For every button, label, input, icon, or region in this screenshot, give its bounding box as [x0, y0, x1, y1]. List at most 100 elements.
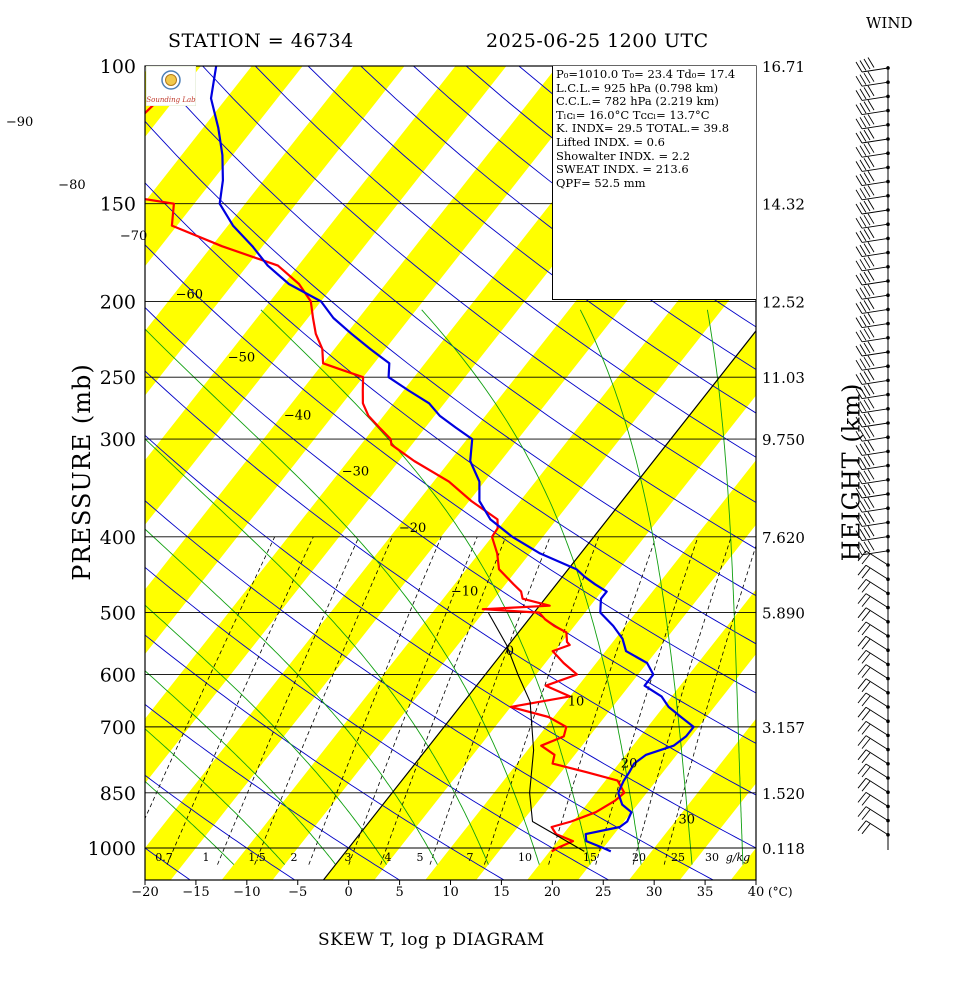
- mixing-ratio-line: [254, 536, 393, 865]
- moist-adiabat: [145, 438, 489, 865]
- pressure-tick-label: 500: [100, 603, 136, 625]
- wind-barb: [855, 355, 889, 371]
- wind-barb: [855, 525, 889, 542]
- mixing-ratio-label: 1.5: [248, 851, 266, 864]
- x-tick-label: 35: [697, 885, 714, 900]
- wind-barb: [857, 706, 889, 722]
- x-tick-label: 30: [646, 885, 663, 900]
- pressure-tick-label: 700: [100, 717, 136, 739]
- moist-adiabat: [145, 528, 438, 865]
- surface-values: P₀=1010.0 T₀= 23.4 Td₀= 17.4: [556, 67, 736, 81]
- lab-logo: Sounding Lab: [146, 66, 196, 106]
- dry-adiabat: [149, 66, 756, 550]
- pressure-tick-label: 200: [100, 291, 136, 313]
- isotherm-label: −70: [120, 229, 147, 244]
- wind-column-label: WIND: [866, 14, 913, 32]
- wind-barb: [855, 426, 889, 442]
- x-tick-label: 10: [442, 885, 459, 900]
- x-tick-label: 5: [395, 885, 403, 900]
- wind-barb: [855, 341, 889, 357]
- wind-barb: [855, 241, 889, 258]
- height-tick-label: 7.620: [762, 529, 805, 547]
- zero-isotherm: [322, 329, 756, 880]
- wind-barb: [855, 85, 889, 101]
- mixing-ratio-line: [632, 536, 732, 865]
- pressure-tick-label: 150: [100, 194, 136, 216]
- tlcl-tccl-value: Tₗᴄₗ= 16.0°C Tᴄᴄₗ= 13.7°C: [556, 107, 710, 122]
- isotherm-label: −80: [58, 178, 85, 193]
- wind-barb: [857, 550, 889, 566]
- wind-barb: [855, 57, 889, 73]
- wind-barb: [857, 564, 889, 580]
- dry-adiabat: [145, 703, 401, 880]
- wind-barb: [855, 256, 889, 272]
- mixing-ratio-line: [429, 536, 551, 865]
- mixing-ratio-line: [308, 536, 442, 865]
- wind-barb: [857, 721, 889, 736]
- observation-time: 2025-06-25 1200 UTC: [486, 30, 709, 52]
- wind-barb-dot: [886, 94, 890, 99]
- height-tick-label: 14.32: [762, 196, 805, 214]
- lcl-value: L.C.L.= 925 hPa (0.798 km): [556, 80, 719, 95]
- height-tick-label: 9.750: [762, 431, 805, 449]
- isotherm-label: 30: [678, 813, 695, 828]
- wind-barbs: [855, 57, 890, 850]
- wind-barb: [857, 749, 889, 765]
- sounding-profiles: [145, 66, 695, 853]
- isotherm-band: [628, 718, 756, 880]
- dry-adiabat: [145, 120, 756, 597]
- mixing-ratio-line: [595, 536, 699, 865]
- height-tick-label: 0.118: [762, 840, 805, 858]
- mixing-ratio-label: 0.7: [155, 851, 173, 864]
- isotherm-band: [145, 66, 303, 267]
- mixing-ratio-label: 30: [705, 851, 719, 864]
- mixing-ratio-label: 15: [583, 851, 597, 864]
- isotherm-label: −10: [451, 585, 478, 600]
- wind-barb: [855, 312, 889, 329]
- wind-barb: [857, 664, 889, 679]
- dry-adiabat: [254, 66, 756, 458]
- isotherm-band: [730, 848, 756, 880]
- dry-adiabat: [202, 66, 756, 504]
- wind-barb: [857, 763, 889, 779]
- x-tick-label: 25: [595, 885, 612, 900]
- isotherm-label: 0: [506, 644, 514, 659]
- wind-barb: [857, 735, 889, 750]
- wind-barb: [857, 635, 889, 651]
- moist-adiabat: [145, 780, 235, 865]
- wind-barb: [855, 469, 889, 485]
- wind-barb: [855, 540, 889, 556]
- showalter-index-value: Showalter INDX. = 2.2: [556, 148, 691, 163]
- mixing-ratio-line: [166, 536, 314, 865]
- logo-lettering: Sounding Lab: [146, 96, 196, 104]
- moist-adiabat: [145, 728, 286, 865]
- series-line-parcel: [487, 612, 585, 852]
- height-tick-label: 3.157: [762, 719, 805, 737]
- height-tick-label: 12.52: [762, 293, 805, 311]
- wind-barb: [855, 227, 889, 243]
- moist-adiabat: [421, 309, 642, 865]
- x-tick-label: −15: [182, 885, 209, 900]
- mixing-ratio-label: 2: [291, 851, 298, 864]
- stability-indices-box: P₀=1010.0 T₀= 23.4 Td₀= 17.4 L.C.L.= 925…: [552, 66, 756, 300]
- k-index-value: K. INDX= 29.5 TOTAL.= 39.8: [556, 121, 730, 136]
- mixing-ratio-label: 3: [345, 851, 352, 864]
- height-tick-label: 5.890: [762, 605, 805, 623]
- sweat-index-value: SWEAT INDX. = 213.6: [556, 162, 689, 177]
- isotherm-band: [832, 66, 960, 880]
- wind-barb: [855, 440, 889, 456]
- series-line-temperature: [145, 66, 626, 853]
- pressure-tick-label: 100: [100, 56, 136, 78]
- mixing-ratio-label: 10: [518, 851, 532, 864]
- mixing-ratio-line: [348, 536, 478, 865]
- isotherm-band: [145, 66, 507, 525]
- series-line-dew-point: [209, 66, 695, 853]
- moist-adiabats: [145, 309, 744, 865]
- moist-adiabat: [145, 670, 336, 865]
- moist-adiabat: [145, 604, 387, 865]
- isotherm-band: [145, 66, 711, 784]
- wind-barb: [857, 806, 889, 821]
- wind-barb: [855, 412, 889, 428]
- moist-adiabat: [706, 309, 744, 865]
- isotherm-label: −30: [342, 464, 369, 479]
